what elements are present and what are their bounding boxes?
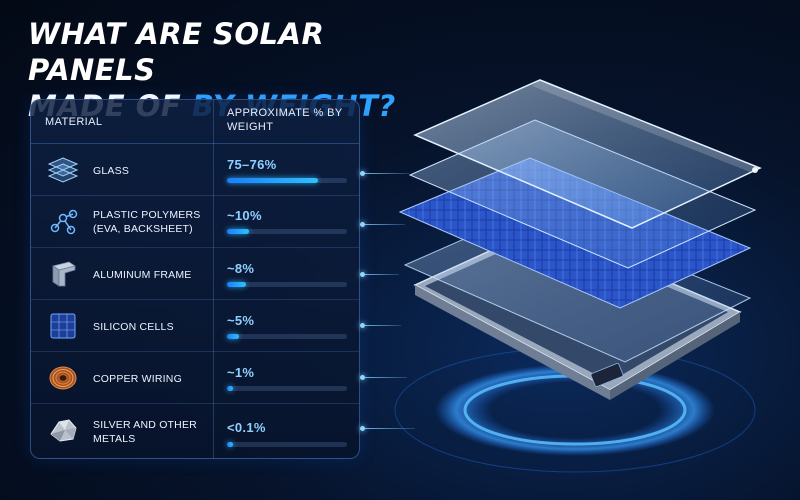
weight-bar (227, 442, 347, 447)
table-row: SILICON CELLS ~5% (31, 300, 359, 352)
silicon-cell-icon (50, 313, 76, 339)
materials-table: MATERIAL APPROXIMATE % BY WEIGHT GLASS 7… (30, 99, 360, 459)
material-percent: ~10% (227, 208, 262, 223)
weight-bar-fill (227, 282, 247, 287)
weight-bar (227, 229, 347, 234)
connector-line (360, 272, 399, 277)
material-name: SILVER AND OTHER METALS (93, 419, 197, 445)
weight-bar (227, 178, 347, 183)
weight-bar (227, 386, 347, 391)
weight-bar-fill (227, 178, 318, 183)
column-divider (213, 100, 214, 458)
header-material: MATERIAL (45, 116, 103, 128)
weight-bar-fill (227, 334, 239, 339)
connector-line (360, 426, 415, 431)
glow-ring (435, 364, 715, 456)
table-row: ALUMINUM FRAME ~8% (31, 248, 359, 300)
table-row: SILVER AND OTHER METALS <0.1% (31, 404, 359, 460)
material-percent: <0.1% (227, 420, 266, 435)
material-name: SILICON CELLS (93, 321, 174, 333)
weight-bar (227, 282, 347, 287)
table-row: PLASTIC POLYMERS (EVA, BACKSHEET) ~10% (31, 196, 359, 248)
material-percent: ~5% (227, 313, 255, 328)
weight-bar-fill (227, 229, 249, 234)
glass-layer (413, 79, 762, 229)
connector-line (360, 323, 401, 328)
weight-bar-fill (227, 442, 233, 447)
material-percent: 75–76% (227, 157, 277, 172)
title-line-1: What are solar panels (28, 17, 325, 87)
connector-line (360, 222, 405, 227)
connector-line (360, 171, 409, 176)
material-name: COPPER WIRING (93, 373, 182, 385)
exploded-solar-panel-illustration (394, 79, 762, 473)
connector-line (360, 375, 407, 380)
weight-bar-fill (227, 386, 233, 391)
aluminum-frame-icon (52, 261, 76, 287)
table-header: MATERIAL APPROXIMATE % BY WEIGHT (31, 100, 359, 144)
weight-bar (227, 334, 347, 339)
material-percent: ~1% (227, 365, 255, 380)
copper-coil-icon (49, 366, 77, 390)
header-weight: APPROXIMATE % BY WEIGHT (227, 107, 343, 133)
material-percent: ~8% (227, 261, 255, 276)
polymer-molecule-icon (50, 209, 78, 235)
junction-box (590, 363, 624, 387)
glass-layers-icon (47, 157, 79, 183)
material-name: PLASTIC POLYMERS (EVA, BACKSHEET) (93, 209, 201, 235)
material-name: ALUMINUM FRAME (93, 269, 192, 281)
table-row: GLASS 75–76% (31, 144, 359, 196)
material-name: GLASS (93, 165, 130, 177)
silver-metal-icon (50, 419, 77, 442)
table-row: COPPER WIRING ~1% (31, 352, 359, 404)
